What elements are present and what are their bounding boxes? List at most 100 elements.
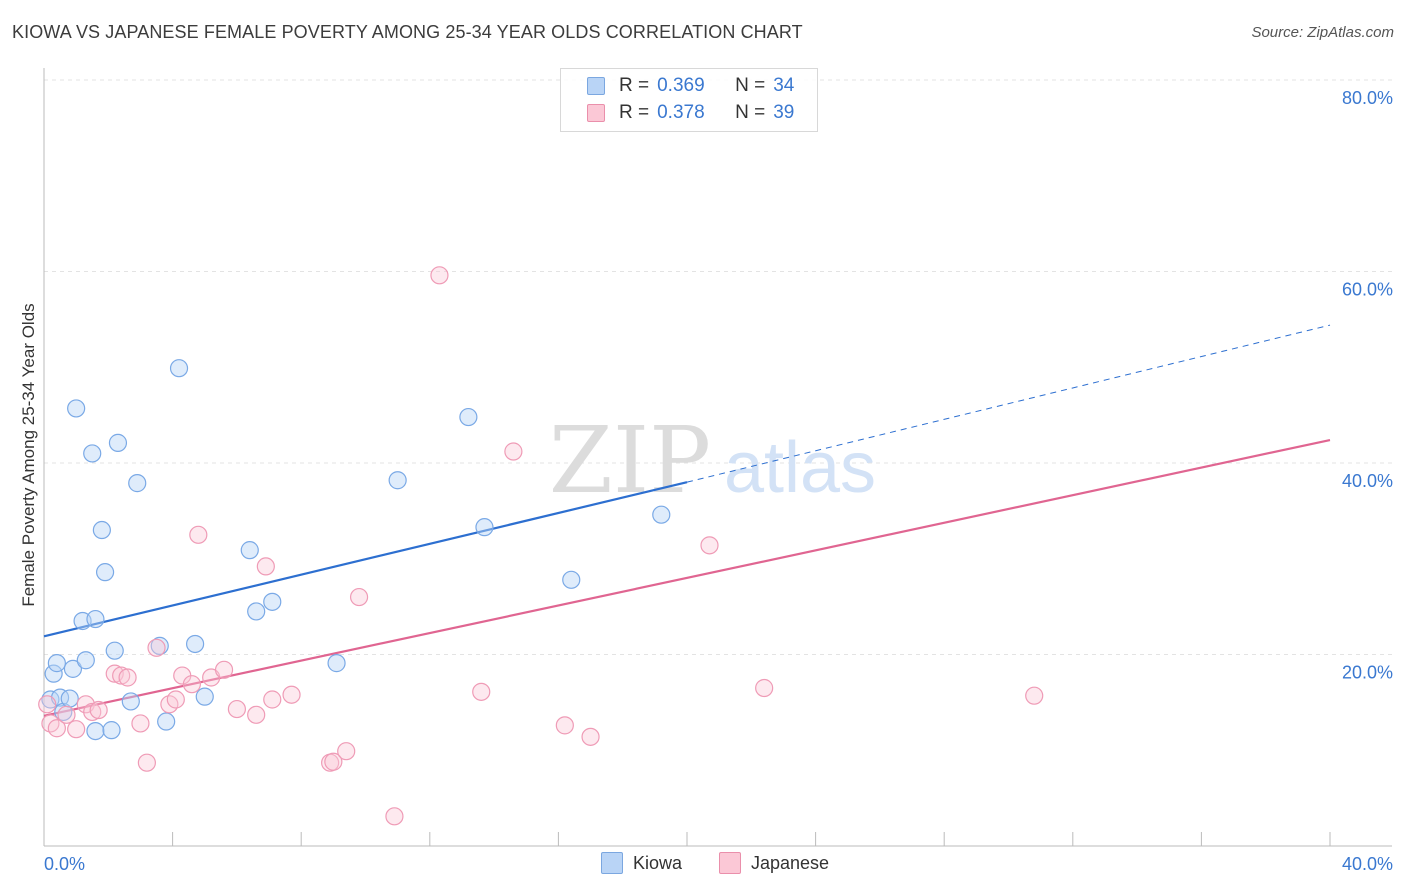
kiowa-point — [44, 664, 63, 683]
r-value: 0.369 — [657, 75, 705, 96]
kiowa-swatch — [587, 77, 605, 95]
japanese-point — [324, 752, 343, 771]
legend-item-japanese[interactable]: Japanese — [719, 852, 829, 874]
x-tick-label: 40.0% — [1342, 854, 1393, 874]
kiowa-point — [95, 563, 115, 582]
n-label: N = — [735, 75, 766, 96]
japanese-point — [1025, 686, 1044, 705]
japanese-point — [214, 660, 234, 679]
kiowa-point — [108, 433, 128, 452]
n-value: 39 — [773, 102, 795, 123]
y-tick-label: 60.0% — [1342, 280, 1393, 300]
japanese-point — [57, 705, 76, 724]
japanese-point — [256, 557, 275, 576]
kiowa-point — [128, 474, 147, 493]
kiowa-point — [169, 359, 189, 378]
legend-item-kiowa[interactable]: Kiowa — [601, 852, 682, 874]
kiowa-point — [459, 407, 478, 427]
y-tick-label: 40.0% — [1342, 471, 1393, 491]
japanese-point — [189, 525, 208, 544]
watermark-atlas: atlas — [724, 428, 876, 508]
japanese-point — [700, 536, 719, 555]
japanese-point — [166, 690, 185, 709]
grid-lines — [44, 79, 1392, 655]
kiowa-point — [76, 651, 95, 670]
japanese-point — [349, 587, 369, 607]
japanese-point — [337, 742, 356, 761]
japanese-point — [430, 266, 449, 285]
kiowa-point — [475, 518, 494, 537]
kiowa-point — [388, 471, 407, 490]
kiowa-trend-line — [43, 481, 688, 638]
n-label: N = — [735, 102, 766, 123]
kiowa-point — [247, 602, 266, 621]
japanese-point — [247, 705, 266, 724]
stats-legend: R = 0.369 N = 34 R = 0.378 N = 39 — [560, 68, 818, 132]
kiowa-trend-extension — [686, 324, 1331, 483]
japanese-point — [89, 700, 108, 720]
kiowa-point — [63, 659, 83, 678]
japanese-point — [182, 675, 201, 694]
kiowa-point — [67, 399, 86, 418]
japanese-point — [137, 753, 156, 772]
r-value: 0.378 — [657, 102, 705, 123]
kiowa-point — [105, 641, 124, 660]
kiowa-point — [186, 634, 205, 654]
japanese-point — [472, 682, 491, 701]
tick-labels: 20.0% 40.0% 60.0% 80.0% 0.0% 40.0% — [44, 88, 1393, 874]
japanese-point — [555, 716, 574, 735]
japanese-point — [131, 714, 150, 733]
japanese-point — [385, 807, 404, 826]
chart-title: KIOWA VS JAPANESE FEMALE POVERTY AMONG 2… — [12, 22, 803, 42]
japanese-point — [227, 699, 246, 719]
kiowa-point — [60, 689, 79, 708]
n-value: 34 — [773, 75, 795, 96]
japanese-point — [282, 685, 301, 704]
kiowa-point — [121, 692, 140, 711]
kiowa-point — [263, 592, 282, 611]
axes — [43, 68, 1392, 847]
y-axis-label: Female Poverty Among 25-34 Year Olds — [19, 303, 38, 607]
legend-label-japanese: Japanese — [751, 852, 830, 873]
kiowa-point — [86, 609, 105, 629]
kiowa-point — [102, 721, 121, 740]
japanese-point — [67, 720, 86, 739]
japanese-point — [755, 678, 774, 698]
japanese-point — [118, 668, 137, 687]
kiowa-point — [240, 541, 259, 560]
kiowa-point — [327, 654, 346, 673]
kiowa-point — [83, 444, 102, 463]
kiowa-point — [157, 712, 176, 731]
japanese-trend-line — [43, 438, 1331, 717]
japanese-swatch — [719, 852, 741, 874]
y-tick-label: 20.0% — [1342, 663, 1393, 683]
r-label: R = — [619, 102, 650, 123]
source-label: Source: ZipAtlas.com — [1251, 24, 1394, 41]
trend-lines — [43, 324, 1331, 717]
japanese-point — [147, 638, 166, 657]
japanese-swatch — [587, 104, 605, 122]
kiowa-point — [562, 570, 581, 589]
japanese-point — [112, 666, 131, 685]
y-tick-label: 80.0% — [1342, 88, 1393, 108]
r-label: R = — [619, 75, 650, 96]
japanese-point — [504, 442, 523, 461]
stats-row-japanese: R = 0.378 N = 39 — [587, 101, 794, 125]
watermark: ZIP atlas — [549, 407, 876, 514]
x-tick-label: 0.0% — [44, 854, 85, 874]
legend-label-kiowa: Kiowa — [633, 852, 683, 873]
japanese-point — [38, 695, 57, 714]
japanese-point — [263, 690, 282, 709]
kiowa-point — [86, 721, 105, 741]
kiowa-point — [652, 505, 671, 524]
kiowa-point — [150, 636, 169, 655]
kiowa-swatch — [601, 852, 623, 874]
data-points — [38, 266, 1044, 826]
japanese-point — [47, 719, 66, 738]
japanese-point — [83, 702, 102, 722]
stats-row-kiowa: R = 0.369 N = 34 — [587, 74, 794, 98]
watermark-zip: ZIP — [549, 407, 711, 514]
series-legend: Kiowa Japanese — [0, 852, 1406, 876]
kiowa-point — [195, 687, 214, 706]
